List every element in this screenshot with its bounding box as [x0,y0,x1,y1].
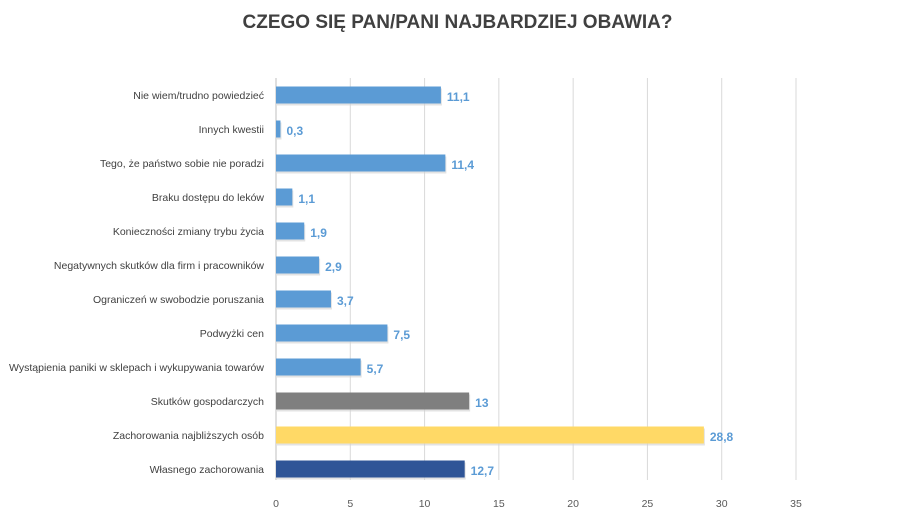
data-label: 0,3 [286,124,303,138]
data-label: 7,5 [393,328,410,342]
bar [276,256,320,274]
x-tick-label: 35 [790,498,802,510]
data-label: 5,7 [367,362,384,376]
data-label: 13 [475,396,489,410]
bar [276,324,388,342]
bar [276,426,704,444]
x-tick-label: 20 [567,498,579,510]
category-label: Zachorowania najbliższych osób [113,430,264,442]
x-tick-label: 10 [419,498,431,510]
data-label: 11,4 [451,158,474,172]
category-label: Ograniczeń w swobodzie poruszania [93,294,264,306]
data-label: 3,7 [337,294,354,308]
data-label: 2,9 [325,260,342,274]
category-label: Nie wiem/trudno powiedzieć [133,90,264,102]
category-label: Własnego zachorowania [150,464,265,476]
category-label: Innych kwestii [199,124,264,136]
bar [276,120,281,138]
x-tick-label: 15 [493,498,505,510]
data-label: 1,9 [310,226,327,240]
data-label: 12,7 [471,464,495,478]
chart-title: CZEGO SIĘ PAN/PANI NAJBARDZIEJ OBAWIA? [242,12,673,33]
x-tick-label: 25 [642,498,654,510]
bar [276,188,293,206]
bar [276,154,446,172]
data-label: 11,1 [447,90,470,104]
x-tick-label: 5 [347,498,353,510]
data-label: 28,8 [710,430,734,444]
bar [276,222,305,240]
category-label: Podwyżki cen [200,328,264,340]
category-label: Tego, że państwo sobie nie poradzi [100,158,264,170]
category-label: Konieczności zmiany trybu życia [113,226,264,238]
bar [276,460,465,478]
bar [276,358,361,376]
x-tick-label: 30 [716,498,728,510]
category-label: Braku dostępu do leków [152,192,264,204]
bar [276,86,441,104]
x-tick-label: 0 [273,498,279,510]
bar [276,392,470,410]
category-label: Skutków gospodarczych [151,396,264,408]
data-label: 1,1 [298,192,315,206]
bar [276,290,331,308]
category-label: Negatywnych skutków dla firm i pracownik… [54,260,264,272]
category-label: Wystąpienia paniki w sklepach i wykupywa… [9,362,264,374]
